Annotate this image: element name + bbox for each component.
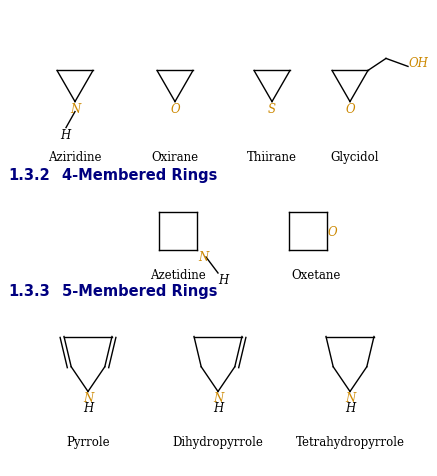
Text: N: N bbox=[70, 103, 80, 116]
Text: O: O bbox=[345, 103, 355, 116]
Text: 4-Membered Rings: 4-Membered Rings bbox=[62, 168, 217, 183]
Text: S: S bbox=[268, 103, 276, 116]
Text: Aziridine: Aziridine bbox=[48, 151, 102, 164]
Text: OH: OH bbox=[409, 57, 429, 70]
Text: Pyrrole: Pyrrole bbox=[66, 436, 110, 449]
Text: N: N bbox=[198, 251, 208, 264]
Text: Tetrahydropyrrole: Tetrahydropyrrole bbox=[295, 436, 405, 449]
Text: H: H bbox=[83, 403, 93, 416]
Text: Azetidine: Azetidine bbox=[150, 269, 206, 282]
Text: Thiirane: Thiirane bbox=[247, 151, 297, 164]
Text: H: H bbox=[213, 403, 223, 416]
Text: O: O bbox=[170, 103, 180, 116]
Text: H: H bbox=[60, 129, 70, 141]
Text: Glycidol: Glycidol bbox=[331, 151, 379, 164]
Text: O: O bbox=[328, 226, 338, 238]
Text: 1.3.3: 1.3.3 bbox=[8, 284, 50, 299]
Text: N: N bbox=[213, 393, 223, 406]
Text: 5-Membered Rings: 5-Membered Rings bbox=[62, 284, 218, 299]
Text: N: N bbox=[83, 393, 93, 406]
Text: 1.3.2: 1.3.2 bbox=[8, 168, 50, 183]
Text: N: N bbox=[345, 393, 355, 406]
Text: H: H bbox=[345, 403, 355, 416]
Text: Dihydropyrrole: Dihydropyrrole bbox=[173, 436, 264, 449]
Text: Oxetane: Oxetane bbox=[291, 269, 341, 282]
Text: Oxirane: Oxirane bbox=[152, 151, 198, 164]
Text: H: H bbox=[218, 274, 228, 287]
